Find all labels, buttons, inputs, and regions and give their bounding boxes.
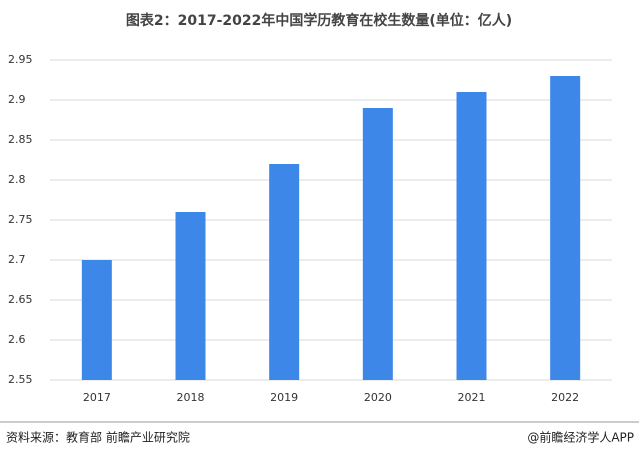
x-tick-label: 2020 (364, 391, 392, 404)
x-tick-label: 2018 (177, 391, 205, 404)
y-tick-label: 2.6 (8, 333, 26, 346)
y-tick-label: 2.55 (8, 373, 33, 386)
chart-title: 图表2：2017-2022年中国学历教育在校生数量(单位：亿人) (126, 12, 512, 29)
bar (175, 212, 206, 380)
bar (456, 92, 487, 380)
x-tick-label: 2019 (270, 391, 298, 404)
x-tick-label: 2022 (551, 391, 579, 404)
source: 资料来源：教育部 前瞻产业研究院 (6, 430, 190, 445)
y-tick-label: 2.8 (8, 173, 26, 186)
y-tick-label: 2.95 (8, 53, 33, 66)
y-tick-label: 2.85 (8, 133, 33, 146)
y-tick-label: 2.7 (8, 253, 26, 266)
credit: @前瞻经济学人APP (527, 430, 634, 445)
bar (81, 260, 112, 380)
y-tick-label: 2.9 (8, 93, 26, 106)
y-tick-label: 2.75 (8, 213, 33, 226)
bar (550, 76, 581, 380)
bar (269, 164, 300, 380)
x-tick-label: 2017 (83, 391, 111, 404)
x-tick-label: 2021 (458, 391, 486, 404)
y-tick-label: 2.65 (8, 293, 33, 306)
bar (362, 108, 393, 380)
